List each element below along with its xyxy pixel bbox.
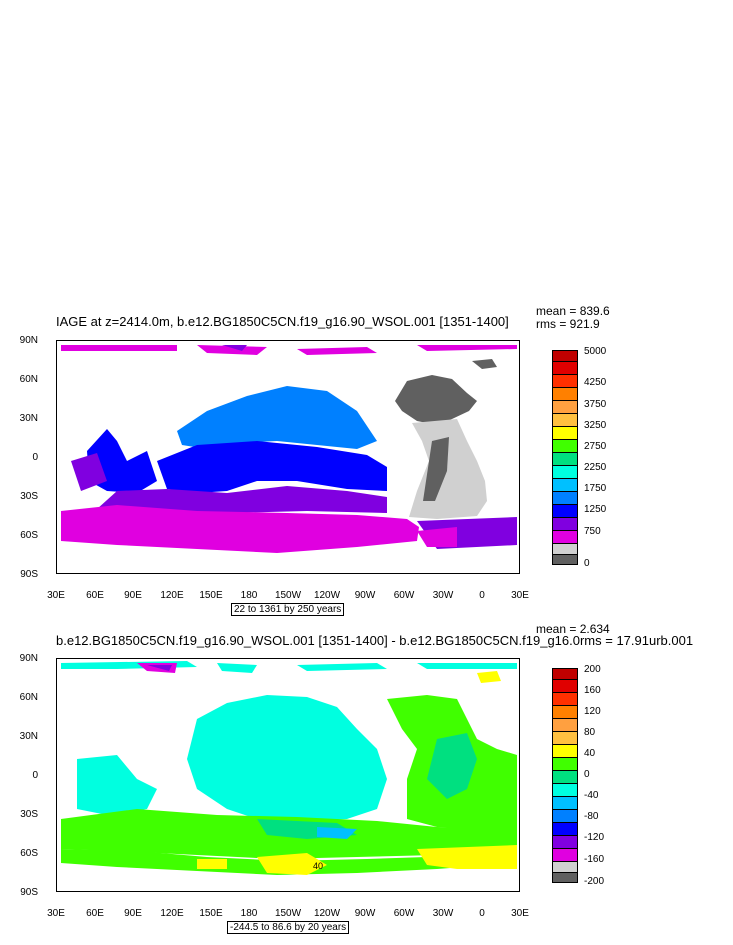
panel1-xlabel-6: 150W	[274, 590, 302, 601]
panel2-xlabel-9: 60W	[393, 908, 415, 919]
panel2-title: b.e12.BG1850C5CN.f19_g16.90_WSOL.001 [13…	[56, 633, 694, 648]
panel1-cbar-label: 3250	[584, 420, 607, 431]
panel1-title: IAGE at z=2414.0m, b.e12.BG1850C5CN.f19_…	[56, 314, 509, 329]
panel2-xlabel-10: 30W	[432, 908, 454, 919]
panel2-cbar-label: -40	[584, 790, 599, 801]
panel1-ylabel-60n: 60N	[19, 374, 38, 385]
panel2-ylabel-90s: 90S	[20, 887, 38, 898]
panel2-xlabel-0: 30E	[47, 908, 65, 919]
panel2-xlabel-7: 120W	[313, 908, 341, 919]
panel2-colorbar: 200 160 120 80 40 0 -40 -80 -120 -160 -2…	[552, 664, 632, 887]
panel1-xlabel-2: 90E	[124, 590, 142, 601]
panel2-xlabel-12: 30E	[511, 908, 529, 919]
panel2-ylabel-90n: 90N	[19, 653, 38, 664]
panel2-cbar-label: -80	[584, 811, 599, 822]
panel2-cbar-label: -120	[584, 832, 605, 843]
panel1-xlabel-1: 60E	[86, 590, 104, 601]
panel1-mean: mean = 839.6	[536, 304, 610, 318]
panel1-xlabel-11: 0	[479, 590, 485, 601]
panel2-mean: mean = 2.634	[536, 622, 610, 636]
panel1-ylabel-30s: 30S	[20, 491, 38, 502]
panel1-xlabel-3: 120E	[160, 590, 184, 601]
panel2-cbar-label: 200	[584, 664, 601, 675]
panel2-xlabel-1: 60E	[86, 908, 104, 919]
panel1-cbar-label: 1750	[584, 483, 607, 494]
panel1-xlabel-4: 150E	[199, 590, 223, 601]
panel1-map-field	[61, 345, 517, 553]
panel2-map-label-40: 40	[313, 861, 323, 871]
panel1-xlabel-8: 90W	[354, 590, 376, 601]
panel1-cbar-label: 5000	[584, 346, 607, 357]
panel1-ylabel-30n: 30N	[19, 413, 38, 424]
panel1-cbar-label: 0	[584, 558, 590, 569]
panel2-cbar-label: 120	[584, 706, 601, 717]
panel1-cbar-label: 2250	[584, 462, 607, 473]
panel2-ylabel-30s: 30S	[20, 809, 38, 820]
panel2-ylabel-60n: 60N	[19, 692, 38, 703]
panel1-rms: rms = 921.9	[536, 317, 600, 331]
panel2-cbar-label: -200	[584, 876, 605, 887]
panel2-ylabel-0: 0	[32, 770, 38, 781]
panel2-ylabel-30n: 30N	[19, 731, 38, 742]
panel2-xlabel-3: 120E	[160, 908, 184, 919]
panel1-ylabel-60s: 60S	[20, 530, 38, 541]
panel1-xlabel-10: 30W	[432, 590, 454, 601]
panel2-map: 40	[56, 658, 520, 892]
panel2-cbar-label: 80	[584, 727, 596, 738]
panel1-ylabel-90n: 90N	[19, 335, 38, 346]
panel1-cbar-label: 3750	[584, 399, 607, 410]
panel1-map	[56, 340, 520, 574]
panel2-contour-info: -244.5 to 86.6 by 20 years	[227, 921, 350, 934]
panel2-xlabel-5: 180	[240, 908, 258, 919]
panel2-cbar-label: 160	[584, 685, 601, 696]
panel2-xlabel-2: 90E	[124, 908, 142, 919]
panel1-ylabel-90s: 90S	[20, 569, 38, 580]
panel1-xlabel-0: 30E	[47, 590, 65, 601]
panel1-cbar-label: 1250	[584, 504, 607, 515]
panel2-cbar-label: -160	[584, 854, 605, 865]
panel1-colorbar: 5000 4250 3750 3250 2750 2250 1750 1250 …	[552, 346, 632, 569]
panel2-cbar-label: 0	[584, 769, 590, 780]
panel2-cbar-label: 40	[584, 748, 596, 759]
panel1-cbar-label: 750	[584, 526, 601, 537]
panel2-xlabel-4: 150E	[199, 908, 223, 919]
panel1-ylabel-0: 0	[32, 452, 38, 463]
panel1-cbar-label: 2750	[584, 441, 607, 452]
panel1-cbar-label: 4250	[584, 377, 607, 388]
panel1-xlabel-5: 180	[240, 590, 258, 601]
panel2-xlabel-6: 150W	[274, 908, 302, 919]
panel1-xlabel-12: 30E	[511, 590, 529, 601]
panel2-ylabel-60s: 60S	[20, 848, 38, 859]
panel2-xlabel-11: 0	[479, 908, 485, 919]
panel1-xlabel-9: 60W	[393, 590, 415, 601]
panel1-xlabel-7: 120W	[313, 590, 341, 601]
panel2-map-field: 40	[61, 661, 517, 875]
panel1-contour-info: 22 to 1361 by 250 years	[231, 603, 345, 616]
panel2-xlabel-8: 90W	[354, 908, 376, 919]
